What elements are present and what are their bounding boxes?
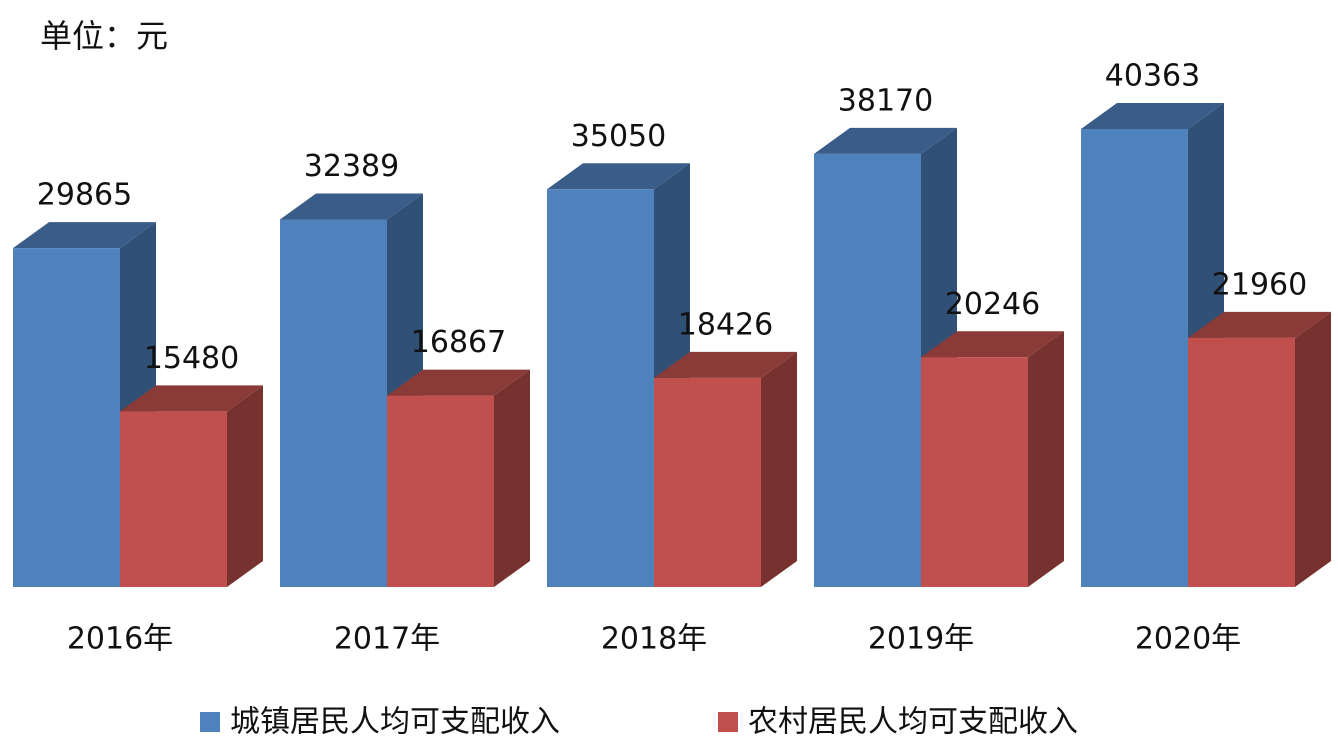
data-label: 15480 <box>144 341 239 376</box>
legend-label: 城镇居民人均可支配收入 <box>230 705 560 740</box>
x-tick-label: 2017年 <box>334 622 440 657</box>
bar <box>814 153 921 587</box>
bar-side <box>227 385 263 587</box>
bar-top <box>1188 311 1331 338</box>
data-label: 35050 <box>571 119 666 154</box>
bar-side <box>1028 331 1064 587</box>
data-label: 18426 <box>678 307 773 342</box>
bar <box>387 395 494 587</box>
bar <box>654 377 761 587</box>
bar-top <box>814 127 957 154</box>
x-tick-label: 2016年 <box>67 622 173 657</box>
data-label: 32389 <box>304 149 399 184</box>
x-tick-label: 2018年 <box>601 622 707 657</box>
data-label: 38170 <box>838 83 933 118</box>
bar <box>13 248 120 587</box>
legend-swatch <box>200 712 220 732</box>
bar <box>120 411 227 587</box>
bar-side <box>761 351 797 587</box>
bar-side <box>494 369 530 587</box>
data-label: 40363 <box>1105 59 1200 94</box>
bar-top <box>654 351 797 378</box>
bar-top <box>13 222 156 249</box>
bar <box>1081 129 1188 587</box>
bar-top <box>547 163 690 190</box>
data-label: 16867 <box>411 325 506 360</box>
legend-label: 农村居民人均可支配收入 <box>748 705 1078 740</box>
bar-top <box>280 193 423 220</box>
bar-side <box>1295 311 1331 587</box>
bar-top <box>387 369 530 396</box>
legend-swatch <box>718 712 738 732</box>
bar-top <box>921 331 1064 358</box>
data-label: 21960 <box>1212 267 1307 302</box>
x-tick-label: 2019年 <box>868 622 974 657</box>
bar-top <box>1081 103 1224 129</box>
bar <box>921 357 1028 587</box>
unit-label: 单位：元 <box>40 17 168 55</box>
bar <box>1188 337 1295 587</box>
bar <box>280 219 387 587</box>
bar-top <box>120 385 263 412</box>
x-tick-label: 2020年 <box>1135 622 1241 657</box>
data-label: 29865 <box>37 178 132 213</box>
bar <box>547 189 654 587</box>
data-label: 20246 <box>945 287 1040 322</box>
